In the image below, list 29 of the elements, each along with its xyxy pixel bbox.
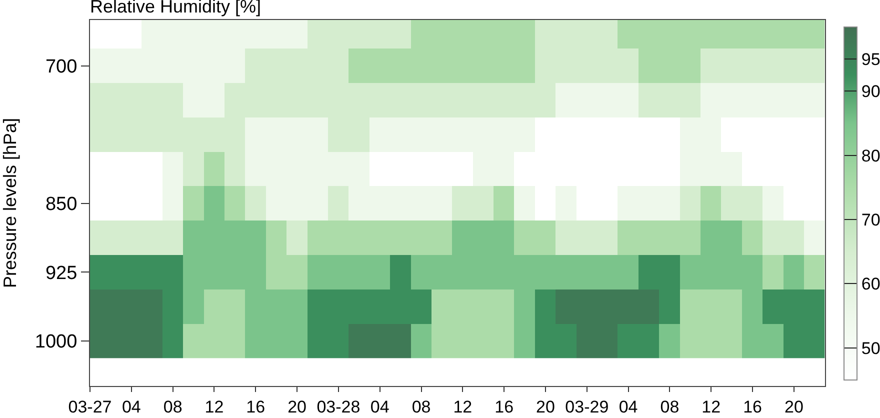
x-tick-label: 16 [494,397,514,416]
x-tick-label: 03-27 [68,397,112,416]
color-bar-label: 50 [861,338,880,358]
x-tick-label: 03-28 [316,397,360,416]
y-axis-title: Pressure levels [hPa] [0,118,20,288]
x-tick-label: 16 [246,397,266,416]
x-tick-label: 20 [536,397,555,416]
color-bar-label: 90 [861,82,880,102]
color-bar-label: 95 [861,50,880,70]
x-tick-label: 03-29 [565,397,609,416]
x-tick-label: 08 [412,397,431,416]
y-tick-label: 700 [45,56,78,78]
x-tick-label: 12 [453,397,472,416]
x-tick-label: 20 [784,397,804,416]
y-tick-label: 850 [45,194,78,215]
x-tick-label: 08 [163,397,182,416]
x-tick-label: 08 [660,397,680,416]
color-bar-label: 60 [861,274,880,294]
y-tick-label: 1000 [34,332,78,353]
x-tick-label: 20 [288,397,306,416]
x-tick-label: 12 [204,397,224,416]
x-tick-label: 04 [618,397,638,416]
y-tick-label: 925 [45,262,78,284]
x-tick-label: 04 [122,397,141,416]
x-tick-label: 16 [743,397,762,416]
color-bar-label: 80 [861,146,880,166]
color-bar-label: 70 [861,210,880,230]
x-tick-label: 04 [370,397,390,416]
x-tick-label: 12 [702,397,721,416]
